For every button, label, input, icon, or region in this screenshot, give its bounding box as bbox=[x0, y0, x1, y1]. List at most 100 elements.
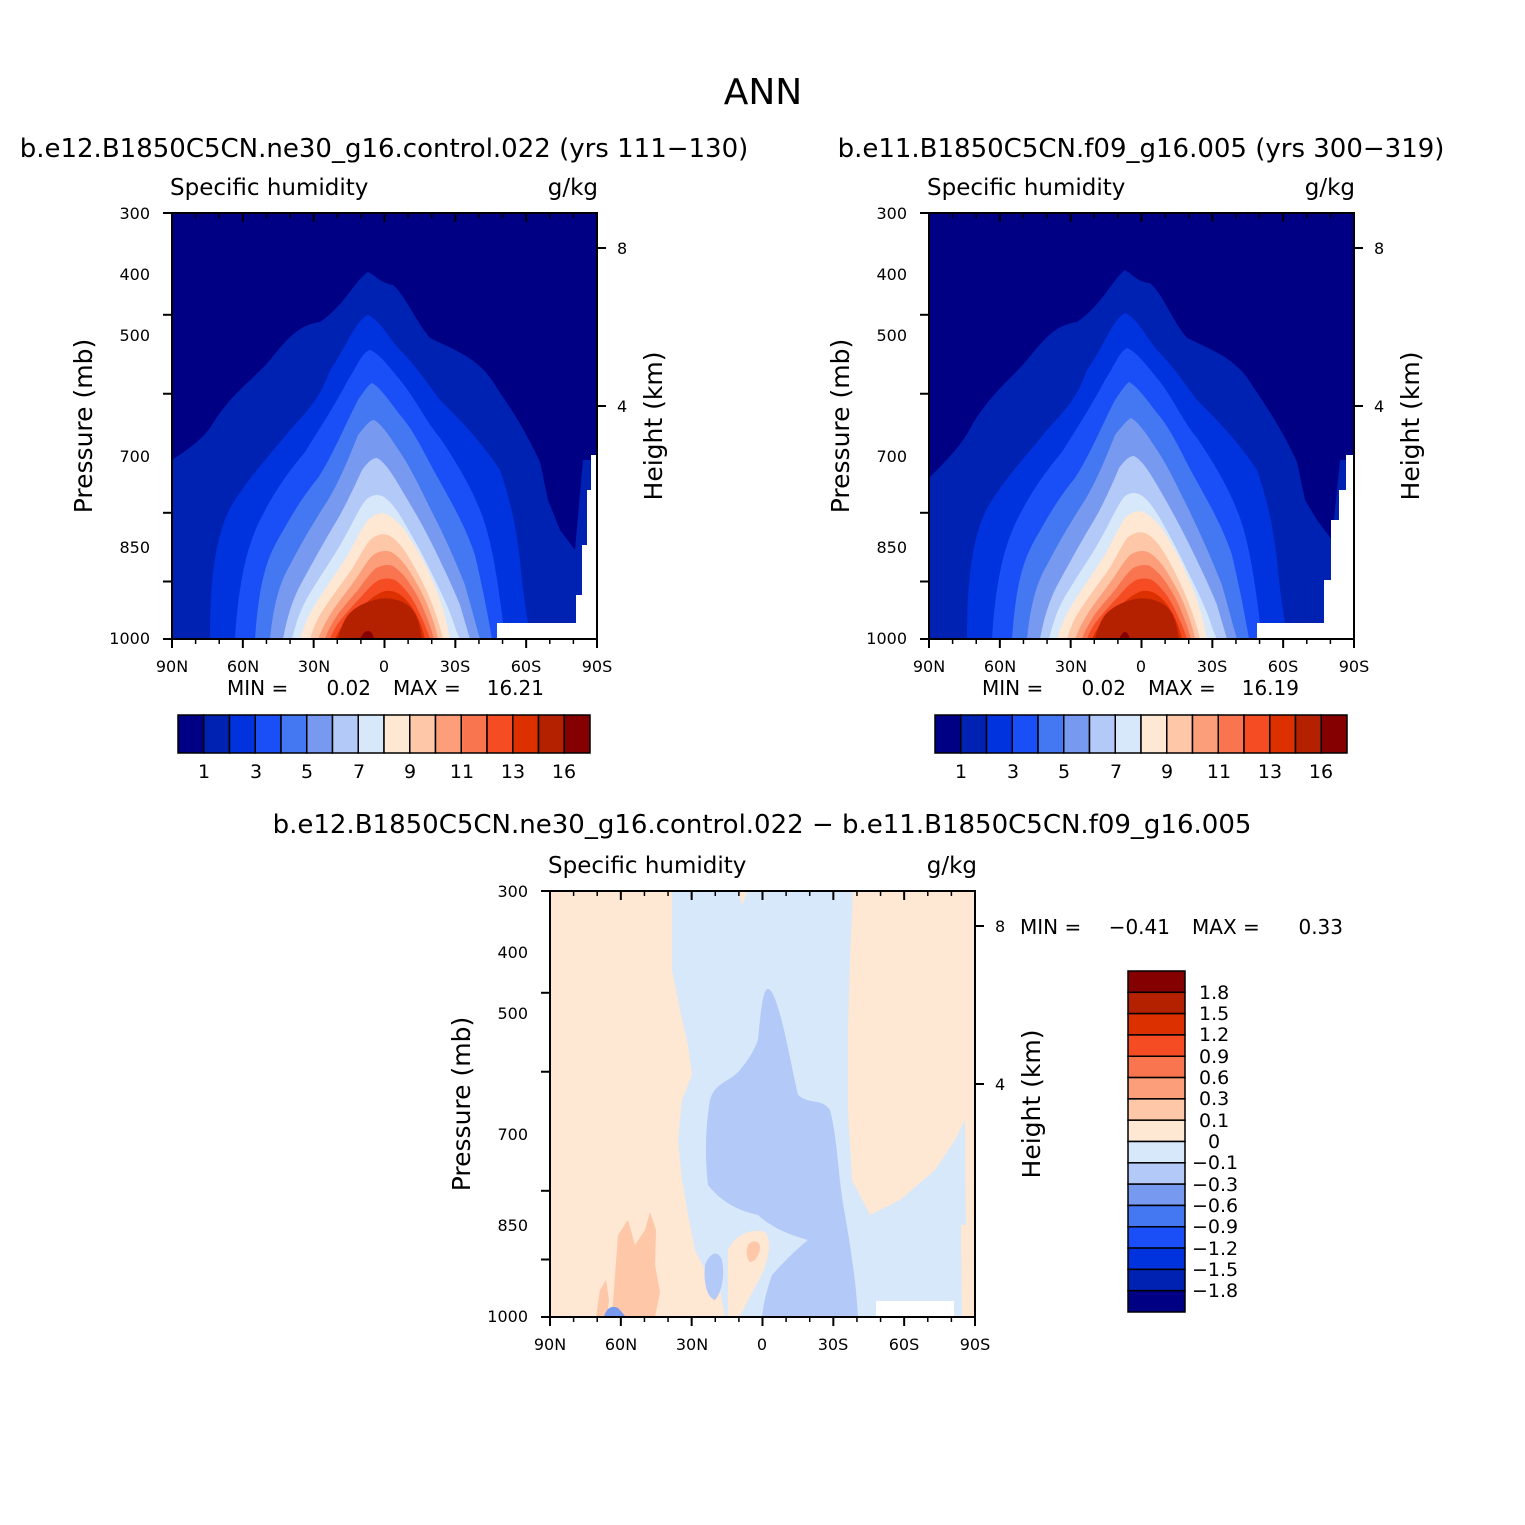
colorbar bbox=[177, 714, 591, 754]
colorbar-swatch bbox=[460, 714, 488, 754]
x-tick-label: 90S bbox=[960, 1335, 991, 1354]
x-tick-label: 0 bbox=[379, 657, 389, 676]
x-tick-label: 90N bbox=[534, 1335, 566, 1354]
y-tick-label: 850 bbox=[876, 538, 907, 557]
y-tick-label: 400 bbox=[119, 265, 150, 284]
x-tick-label: 30S bbox=[818, 1335, 849, 1354]
x-tick-label: 60N bbox=[227, 657, 259, 676]
y-tick-label: 300 bbox=[119, 204, 150, 223]
panel-model-1: b.e12.B1850C5CN.ne30_g16.control.022 (yr… bbox=[20, 134, 749, 783]
colorbar-swatch bbox=[1127, 1162, 1186, 1185]
colorbar-swatch bbox=[1320, 714, 1348, 754]
colorbar-swatch bbox=[1127, 1098, 1186, 1121]
contour-field bbox=[929, 213, 1354, 639]
min-label: MIN = bbox=[1020, 915, 1081, 939]
x-tick-label: 0 bbox=[1136, 657, 1146, 676]
x-tick-label: 60S bbox=[1268, 657, 1299, 676]
colorbar-swatch bbox=[1127, 1140, 1186, 1164]
colorbar-label: −1.8 bbox=[1192, 1280, 1238, 1302]
contour-band bbox=[1119, 632, 1130, 639]
colorbar-swatch bbox=[434, 714, 462, 754]
x-tick-label: 30N bbox=[298, 657, 330, 676]
contour-band bbox=[1095, 598, 1179, 639]
colorbar-label: 1 bbox=[198, 761, 210, 783]
min-value: 0.02 bbox=[1081, 676, 1126, 700]
y-tick-label: 1000 bbox=[109, 629, 150, 648]
variable-label: Specific humidity bbox=[548, 853, 746, 879]
axis-ticks bbox=[163, 212, 606, 648]
colorbar-swatch bbox=[1127, 970, 1186, 994]
y-tick-label: 850 bbox=[497, 1216, 528, 1235]
colorbar-swatch bbox=[1243, 714, 1271, 754]
y-tick-label: 500 bbox=[119, 326, 150, 345]
colorbar-label: 9 bbox=[404, 761, 416, 783]
y2-tick-label: 4 bbox=[617, 397, 627, 416]
colorbar-swatch bbox=[409, 714, 437, 754]
y2-tick-label: 8 bbox=[1374, 239, 1384, 258]
x-tick-label: 60N bbox=[605, 1335, 637, 1354]
y-tick-label: 850 bbox=[119, 538, 150, 557]
colorbar-label: −0.9 bbox=[1192, 1216, 1238, 1238]
x-tick-label: 30S bbox=[440, 657, 471, 676]
units-label: g/kg bbox=[1305, 175, 1355, 201]
colorbar-swatch bbox=[1127, 1055, 1186, 1079]
min-value: −0.41 bbox=[1109, 915, 1170, 939]
colorbar-swatch bbox=[177, 714, 205, 754]
variable-label: Specific humidity bbox=[927, 175, 1125, 201]
x-tick-label: 60S bbox=[511, 657, 542, 676]
contour-band bbox=[604, 1306, 626, 1317]
contour-band bbox=[612, 1212, 660, 1317]
colorbar-swatch bbox=[1191, 714, 1219, 754]
colorbar-swatch bbox=[1294, 714, 1322, 754]
y-tick-label: 700 bbox=[876, 447, 907, 466]
colorbar-swatch bbox=[280, 714, 308, 754]
colorbar-swatch bbox=[254, 714, 282, 754]
colorbar-label: −0.6 bbox=[1192, 1195, 1238, 1217]
contour-band bbox=[360, 631, 374, 639]
y-tick-label: 300 bbox=[876, 204, 907, 223]
colorbar-label: 0.1 bbox=[1199, 1110, 1229, 1132]
colorbar-swatch bbox=[306, 714, 334, 754]
y-axis-title: Pressure (mb) bbox=[69, 339, 98, 513]
colorbar-label: 5 bbox=[301, 761, 313, 783]
colorbar-label: 13 bbox=[1258, 761, 1282, 783]
colorbar-label: 1.5 bbox=[1199, 1003, 1229, 1025]
x-tick-label: 30N bbox=[1055, 657, 1087, 676]
colorbar-swatch bbox=[1127, 1012, 1186, 1036]
y2-axis-title: Height (km) bbox=[1017, 1030, 1046, 1179]
panel-difference: b.e12.B1850C5CN.ne30_g16.control.022 − b… bbox=[273, 810, 1343, 1354]
min-label: MIN = bbox=[982, 676, 1043, 700]
colorbar-swatch bbox=[537, 714, 565, 754]
colorbar-swatch bbox=[1063, 714, 1091, 754]
axis-ticks bbox=[541, 890, 984, 1326]
contour-band bbox=[596, 1280, 609, 1317]
x-tick-label: 0 bbox=[757, 1335, 767, 1354]
colorbar-label: 11 bbox=[1207, 761, 1231, 783]
panel-title: b.e12.B1850C5CN.ne30_g16.control.022 − b… bbox=[273, 810, 1252, 840]
contour-band bbox=[704, 1253, 724, 1300]
missing-data bbox=[497, 623, 597, 639]
y-axis-title: Pressure (mb) bbox=[826, 339, 855, 513]
y-tick-label: 400 bbox=[876, 265, 907, 284]
y2-tick-label: 8 bbox=[617, 239, 627, 258]
colorbar-label: −0.1 bbox=[1192, 1152, 1238, 1174]
colorbar-swatch bbox=[512, 714, 540, 754]
contour-band bbox=[705, 988, 858, 1317]
x-tick-label: 90N bbox=[156, 657, 188, 676]
contour-band bbox=[338, 598, 422, 639]
min-label: MIN = bbox=[227, 676, 288, 700]
colorbar-swatch bbox=[1127, 1119, 1186, 1143]
colorbar-label: 7 bbox=[1110, 761, 1122, 783]
colorbar-swatch bbox=[1127, 1034, 1186, 1057]
colorbar-label: 9 bbox=[1161, 761, 1173, 783]
y-tick-label: 500 bbox=[497, 1004, 528, 1023]
max-label: MAX = bbox=[1192, 915, 1260, 939]
colorbar-swatch bbox=[1140, 714, 1168, 754]
y-tick-label: 400 bbox=[497, 943, 528, 962]
missing-data bbox=[1324, 455, 1354, 623]
colorbar-swatch bbox=[1166, 714, 1194, 754]
contour-band bbox=[868, 891, 910, 1040]
colorbar-label: 16 bbox=[552, 761, 576, 783]
x-tick-label: 30S bbox=[1197, 657, 1228, 676]
